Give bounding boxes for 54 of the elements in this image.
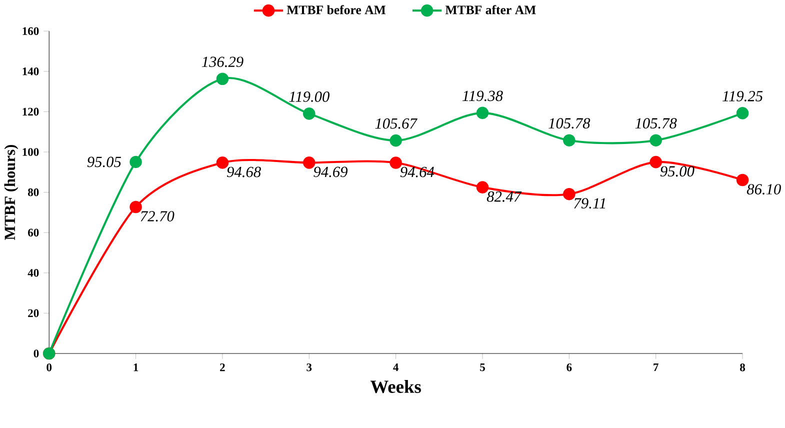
data-label: 82.47: [486, 192, 522, 202]
point: [650, 156, 662, 168]
data-label: 95.00: [660, 166, 694, 177]
x-tick-label: 0: [46, 364, 52, 372]
point: [476, 181, 489, 194]
y-tick-label: 120: [22, 108, 39, 116]
point: [216, 156, 229, 170]
data-label: 79.11: [574, 198, 606, 209]
data-label: 105.67: [375, 118, 418, 129]
data-label: 119.00: [289, 92, 330, 102]
data-label: 136.29: [202, 56, 244, 68]
point: [736, 107, 749, 120]
data-label: 86.10: [746, 184, 781, 195]
x-axis-title: Weeks: [370, 380, 421, 394]
data-label: 94.68: [227, 166, 261, 178]
data-label: 94.64: [400, 167, 434, 178]
x-tick-label: 3: [306, 364, 312, 372]
point: [476, 106, 489, 120]
data-label: 119.25: [722, 91, 763, 102]
y-tick-label: 60: [28, 228, 39, 237]
x-tick-label: 1: [134, 364, 138, 372]
point: [216, 72, 229, 86]
legend-label: MTBF before AM: [286, 5, 386, 14]
x-tick-label: 8: [740, 364, 746, 372]
y-tick-label: 20: [28, 309, 39, 318]
point: [650, 134, 662, 147]
x-tick-label: 4: [393, 364, 398, 372]
point: [390, 134, 402, 147]
y-tick-label: 140: [22, 68, 39, 76]
x-tick-label: 2: [220, 364, 225, 372]
legend-label: MTBF after AM: [445, 5, 536, 14]
point: [130, 201, 142, 214]
x-tick-label: 7: [654, 364, 658, 372]
data-label: 94.69: [314, 166, 348, 178]
y-tick-label: 80: [28, 188, 39, 196]
point: [390, 156, 402, 170]
x-tick-label: 6: [566, 364, 572, 372]
data-label: 105.78: [635, 118, 677, 129]
y-tick-label: 100: [22, 148, 39, 156]
y-axis-title: MTBF (hours): [4, 145, 18, 240]
y-tick-label: 0: [34, 350, 39, 358]
point: [736, 174, 749, 186]
x-tick-label: 5: [480, 364, 485, 372]
y-tick-label: 160: [22, 27, 39, 36]
point: [130, 156, 142, 168]
data-label: 119.38: [462, 90, 503, 102]
point: [303, 156, 316, 169]
data-label: 95.05: [87, 156, 122, 168]
point: [563, 134, 576, 147]
point: [563, 188, 576, 200]
y-tick-label: 40: [28, 269, 39, 277]
point: [303, 108, 316, 120]
data-label: 105.78: [548, 118, 590, 129]
data-label: 72.70: [140, 211, 174, 222]
